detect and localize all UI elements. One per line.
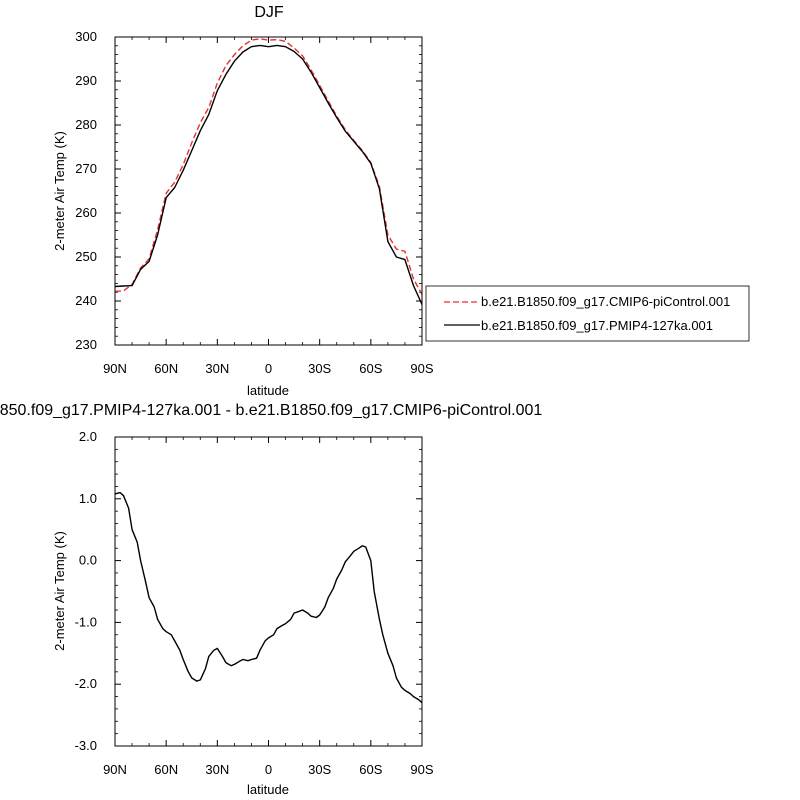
- bottom-chart-title: b.e21.B1850.f09_g17.PMIP4-127ka.001 - b.…: [0, 402, 542, 419]
- bottom-axis-ticks: [114, 436, 423, 747]
- x-tick-label: 30S: [308, 762, 331, 777]
- bottom-y-axis-label: 2-meter Air Temp (K): [52, 531, 67, 651]
- x-tick-label: 90N: [103, 361, 127, 376]
- y-tick-label: 260: [75, 205, 97, 220]
- x-tick-label: 0: [265, 361, 272, 376]
- legend: b.e21.B1850.f09_g17.CMIP6-piControl.001 …: [425, 285, 750, 342]
- y-tick-label: 290: [75, 73, 97, 88]
- x-tick-label: 60S: [359, 762, 382, 777]
- x-tick-label: 60N: [154, 361, 178, 376]
- x-tick-label: 60N: [154, 762, 178, 777]
- top-series-lines: [114, 38, 423, 305]
- top-y-axis-label: 2-meter Air Temp (K): [52, 131, 67, 251]
- y-tick-label: 270: [75, 161, 97, 176]
- y-tick-label: -1.0: [75, 614, 97, 629]
- legend-label-picontrol: b.e21.B1850.f09_g17.CMIP6-piControl.001: [481, 294, 730, 309]
- y-tick-label: 300: [75, 29, 97, 44]
- legend-label-127ka: b.e21.B1850.f09_g17.PMIP4-127ka.001: [481, 318, 713, 333]
- x-tick-label: 60S: [359, 361, 382, 376]
- top-panel: DJF 2-meter Air Temp (K) latitude 230 240…: [52, 4, 434, 398]
- series-line-0-0: [114, 38, 423, 295]
- top-x-axis-label: latitude: [247, 383, 289, 398]
- y-tick-label: 2.0: [79, 429, 97, 444]
- x-tick-label: 90S: [410, 762, 433, 777]
- x-tick-label: 0: [265, 762, 272, 777]
- y-tick-label: 0.0: [79, 553, 97, 568]
- top-tick-labels: 230 240 250 260 270 280 290 300 90N 60N 30N 0 30S 60S…: [75, 29, 434, 376]
- x-tick-label: 30N: [205, 361, 229, 376]
- top-plot-frame: [114, 36, 423, 346]
- y-tick-label: -3.0: [75, 738, 97, 753]
- y-tick-label: 230: [75, 337, 97, 352]
- y-tick-label: -2.0: [75, 676, 97, 691]
- y-tick-label: 280: [75, 117, 97, 132]
- x-tick-label: 30S: [308, 361, 331, 376]
- y-tick-label: 250: [75, 249, 97, 264]
- top-axis-ticks: [114, 36, 423, 346]
- bottom-panel: b.e21.B1850.f09_g17.PMIP4-127ka.001 - b.…: [0, 402, 542, 797]
- top-chart-title: DJF: [254, 4, 284, 21]
- bottom-tick-labels: -3.0 -2.0 -1.0 0.0 1.0 2.0 90N 60N 30N 0 30S 60S 90S: [75, 429, 434, 777]
- series-line-0-1: [114, 44, 423, 305]
- x-tick-label: 90S: [410, 361, 433, 376]
- x-tick-label: 90N: [103, 762, 127, 777]
- bottom-plot-frame: [114, 436, 423, 747]
- legend-box: [425, 285, 750, 342]
- series-line-1-0: [114, 491, 423, 704]
- bottom-series-lines: [114, 491, 423, 704]
- bottom-x-axis-label: latitude: [247, 782, 289, 797]
- x-tick-label: 30N: [205, 762, 229, 777]
- y-tick-label: 240: [75, 293, 97, 308]
- y-tick-label: 1.0: [79, 491, 97, 506]
